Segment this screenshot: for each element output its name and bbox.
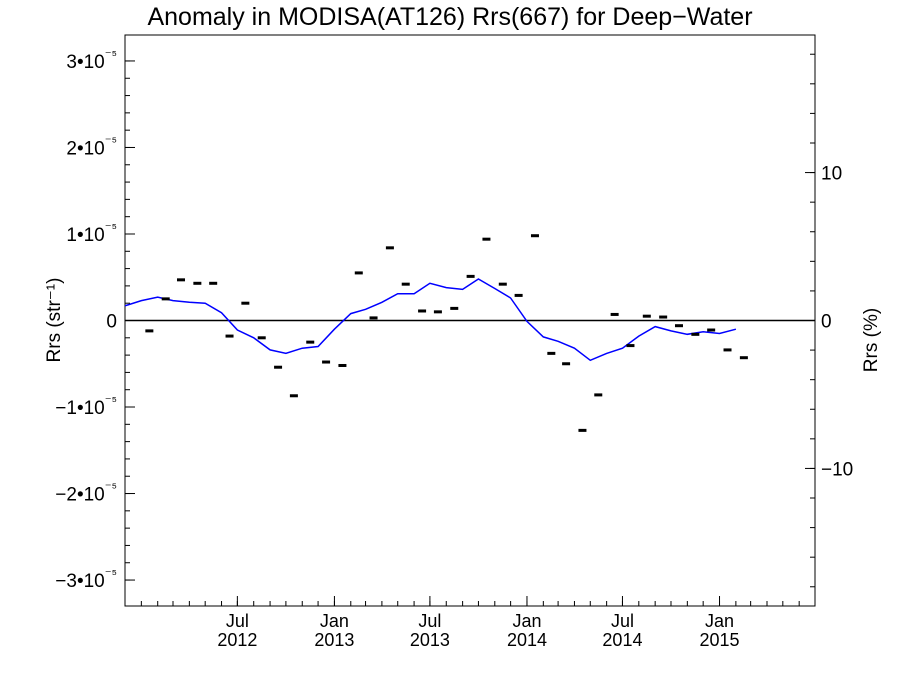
right-tick-label: 0	[821, 312, 832, 333]
anomaly-marker	[739, 356, 748, 360]
left-tick-label: 0	[106, 312, 117, 333]
left-tick-label: −3•10⁻⁵	[55, 566, 117, 592]
x-tick-year-label: 2014	[507, 630, 547, 650]
anomaly-marker	[498, 282, 507, 286]
anomaly-marker	[289, 394, 298, 398]
anomaly-marker	[322, 360, 331, 364]
anomaly-marker	[674, 324, 683, 328]
x-tick-month-label: Jan	[320, 611, 349, 631]
smoothed-line	[124, 278, 737, 362]
anomaly-marker	[145, 329, 154, 333]
anomaly-marker	[209, 281, 218, 285]
anomaly-marker	[482, 237, 491, 241]
right-axis: 10 0 −10	[805, 53, 853, 588]
anomaly-marker	[610, 312, 619, 316]
x-tick-year-label: 2015	[699, 630, 739, 650]
x-tick-month-label: Jan	[512, 611, 541, 631]
x-tick-month-label: Jul	[226, 611, 249, 631]
chart-title: Anomaly in MODISA(AT126) Rrs(667) for De…	[147, 3, 753, 31]
left-axis: 3•10⁻⁵ 2•10⁻⁵ 1•10⁻⁵ 0 −1•10⁻⁵ −2•10⁻⁵ −3•10⁻⁵	[55, 47, 135, 592]
anomaly-marker	[369, 316, 378, 320]
anomaly-marker	[161, 297, 170, 301]
anomaly-marker	[274, 365, 283, 369]
anomaly-marker	[723, 348, 732, 352]
anomaly-marker	[691, 332, 700, 336]
anomaly-marker	[578, 428, 587, 432]
x-axis: Jul2012Jan2013Jul2013Jan2014Jul2014Jan20…	[124, 596, 816, 650]
smoothed-series	[124, 278, 737, 362]
x-tick-month-label: Jul	[418, 611, 441, 631]
anomaly-markers	[145, 234, 748, 432]
anomaly-marker	[466, 274, 475, 278]
anomaly-marker	[338, 363, 347, 367]
anomaly-marker	[193, 281, 202, 285]
left-tick-label: 2•10⁻⁵	[66, 133, 117, 159]
x-tick-year-label: 2013	[410, 630, 450, 650]
anomaly-marker	[306, 340, 315, 344]
x-tick-month-label: Jul	[611, 611, 634, 631]
anomaly-marker	[530, 234, 539, 238]
anomaly-marker	[241, 301, 250, 305]
anomaly-marker	[514, 293, 523, 297]
anomaly-marker	[401, 282, 410, 286]
x-tick-year-label: 2014	[602, 630, 642, 650]
anomaly-marker	[594, 393, 603, 397]
anomaly-marker	[707, 328, 716, 332]
anomaly-marker	[225, 334, 234, 338]
anomaly-marker	[385, 246, 394, 250]
anomaly-marker	[450, 306, 459, 310]
anomaly-marker	[177, 278, 186, 282]
anomaly-marker	[433, 310, 442, 314]
left-tick-label: −2•10⁻⁵	[55, 480, 117, 506]
anomaly-marker	[642, 314, 651, 318]
left-tick-label: 1•10⁻⁵	[66, 220, 117, 246]
anomaly-marker	[562, 362, 571, 366]
anomaly-marker	[547, 351, 556, 355]
anomaly-marker	[257, 336, 266, 340]
x-tick-month-label: Jan	[705, 611, 734, 631]
left-tick-label: 3•10⁻⁵	[66, 47, 117, 73]
x-tick-year-label: 2012	[217, 630, 257, 650]
right-tick-label: 10	[821, 164, 842, 185]
right-tick-label: −10	[821, 459, 853, 480]
x-tick-year-label: 2013	[314, 630, 354, 650]
anomaly-marker	[626, 344, 635, 348]
anomaly-marker	[659, 315, 668, 319]
anomaly-marker	[418, 309, 427, 313]
left-tick-label: −1•10⁻⁵	[55, 393, 117, 419]
anomaly-marker	[354, 271, 363, 275]
